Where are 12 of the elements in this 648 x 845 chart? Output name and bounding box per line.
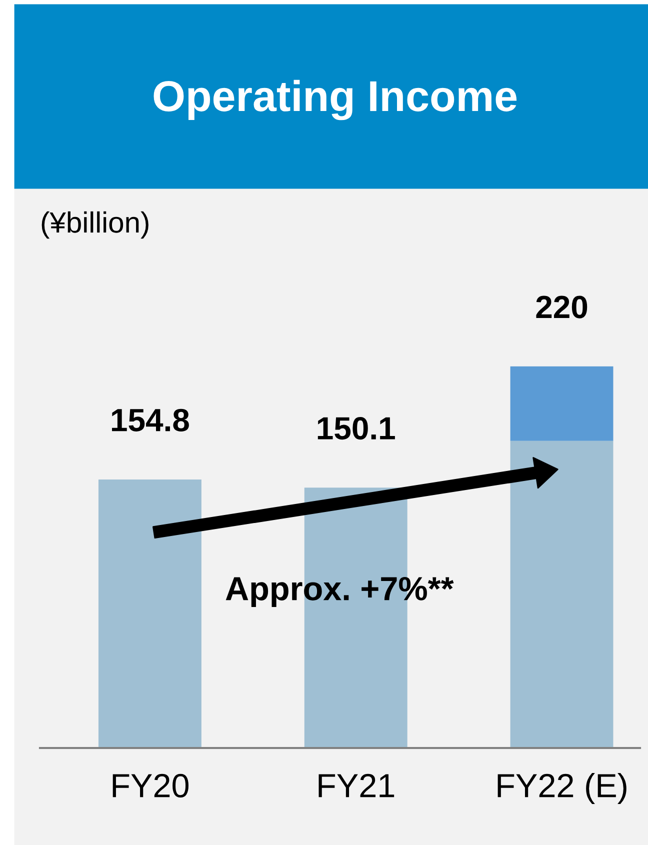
total-label: 220 — [536, 296, 588, 318]
x-tick-label: FY22 (E) — [498, 773, 626, 804]
bar — [510, 440, 614, 748]
y-axis-title: (¥billion) — [42, 211, 148, 239]
bar — [510, 366, 614, 441]
data-label: 150.1 — [318, 417, 395, 440]
x-tick-label: FY21 — [318, 774, 394, 798]
annotation: Approx. +7%** — [226, 576, 454, 608]
bar — [98, 479, 202, 748]
x-tick-label: FY20 — [112, 774, 188, 798]
chart-title: Operating Income — [154, 80, 517, 120]
data-label: 154.8 — [112, 408, 189, 432]
